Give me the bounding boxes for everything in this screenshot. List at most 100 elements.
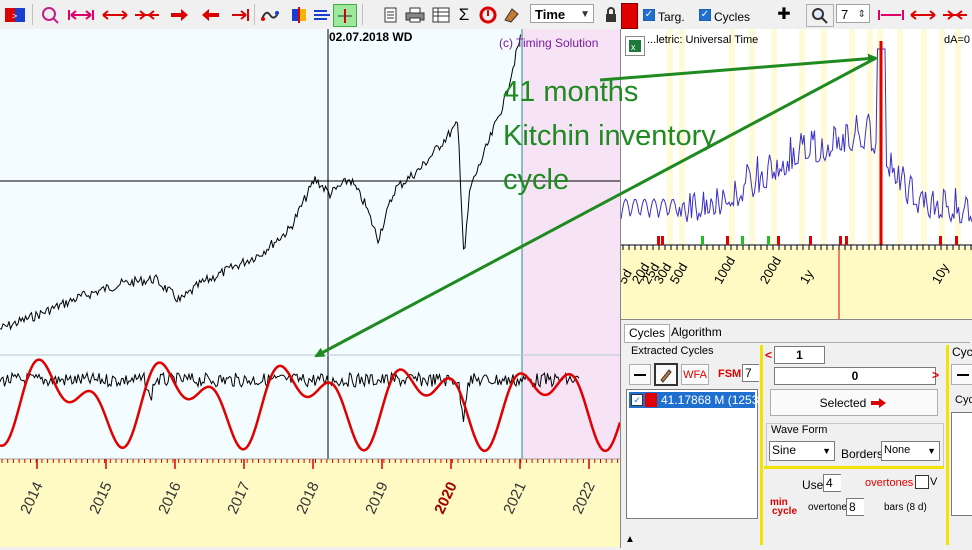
arrow-right-icon bbox=[871, 397, 887, 408]
main-toolbar: > Σ bbox=[0, 0, 972, 30]
targ-label: Targ. bbox=[658, 10, 685, 24]
borders-value: None bbox=[884, 444, 911, 456]
da-label: dA=0 bbox=[944, 34, 970, 46]
eraser-icon[interactable] bbox=[501, 4, 521, 25]
cycles-checkbox[interactable]: ✓ bbox=[699, 9, 711, 21]
waveform-value: Sine bbox=[772, 443, 797, 457]
borders-select[interactable]: None ▼ bbox=[881, 441, 940, 461]
color-swatch-button[interactable] bbox=[621, 3, 638, 29]
stretch-h-icon[interactable] bbox=[876, 4, 906, 25]
stretch-h-icon[interactable] bbox=[66, 4, 96, 25]
zoom-target-icon[interactable] bbox=[38, 4, 62, 25]
spectrum-panel[interactable]: 5d 20d 25d 30d 50d 100d 200d 1y 10y x ...letric:… bbox=[615, 29, 972, 319]
arrow-right-icon[interactable] bbox=[166, 4, 192, 25]
minus-icon bbox=[956, 373, 969, 376]
annotation-line-1: 41 months bbox=[503, 76, 639, 108]
number-value: 7 bbox=[841, 7, 849, 22]
selected-button[interactable]: Selected bbox=[770, 389, 938, 416]
number-select[interactable]: 7 ⇕ bbox=[836, 4, 870, 23]
printer-icon[interactable] bbox=[404, 4, 426, 25]
annotation-line-2: Kitchin inventory bbox=[503, 120, 716, 152]
extracted-cycles-title: Extracted Cycles bbox=[631, 345, 714, 357]
next-cycle-arrow[interactable]: > bbox=[932, 368, 940, 382]
pulse-icon[interactable] bbox=[333, 4, 357, 27]
v-label: V bbox=[930, 476, 938, 488]
document-icon[interactable] bbox=[382, 4, 400, 25]
overtones-label: overtones bbox=[865, 477, 914, 489]
time-mode-value: Time bbox=[535, 7, 566, 22]
wfa-button[interactable]: WFA bbox=[681, 364, 709, 385]
expand-h-icon[interactable] bbox=[100, 4, 130, 25]
brush-icon bbox=[660, 368, 672, 383]
use-label: Use bbox=[802, 478, 824, 492]
magnifier-icon[interactable] bbox=[806, 4, 834, 27]
cycle-item-label: 41.17868 M (1253 bbox=[661, 393, 759, 407]
expand-h-icon[interactable] bbox=[908, 4, 938, 25]
wave-icon[interactable] bbox=[258, 4, 282, 25]
remove-cycle-button[interactable] bbox=[629, 364, 651, 385]
plus-icon[interactable]: ✚ bbox=[777, 6, 791, 23]
sigma-icon[interactable]: Σ bbox=[458, 5, 470, 24]
table-icon[interactable] bbox=[430, 4, 452, 25]
cycles-label: Cycles bbox=[714, 10, 751, 24]
cycle-counter[interactable]: 1 bbox=[774, 346, 825, 364]
waveform-title: Wave Form bbox=[771, 424, 828, 436]
overtone-field[interactable]: 8 bbox=[846, 498, 864, 516]
edit-cycle-button[interactable] bbox=[654, 363, 678, 386]
cycle-color-swatch bbox=[645, 393, 657, 407]
cycles-list[interactable]: ✓ 41.17868 M (1253 bbox=[626, 389, 758, 519]
minus-icon bbox=[634, 373, 646, 376]
grid-icon[interactable]: > bbox=[2, 4, 28, 25]
tab-divider bbox=[624, 342, 970, 343]
fsm-field[interactable]: 7 bbox=[742, 364, 759, 382]
remove-button[interactable] bbox=[951, 364, 972, 385]
panel-divider bbox=[760, 345, 763, 545]
min-cycle-label-line2: cycle bbox=[772, 506, 798, 517]
excel-export-icon[interactable]: x bbox=[625, 36, 645, 56]
right-panel-header: Cycl bbox=[952, 345, 972, 359]
right-panel-list[interactable] bbox=[951, 412, 972, 516]
split-icon[interactable] bbox=[288, 4, 310, 25]
spectrum-series bbox=[620, 48, 972, 224]
v-checkbox[interactable] bbox=[915, 475, 929, 489]
use-overtones-field[interactable]: 4 bbox=[823, 474, 841, 492]
fsm-label: FSM bbox=[718, 368, 742, 380]
price-chart-canvas[interactable]: 2014 2015 2016 2017 2018 2019 2020 2021 2022 bbox=[0, 29, 622, 547]
cycle-checkbox[interactable]: ✓ bbox=[631, 394, 643, 406]
extracted-cycle-curve bbox=[0, 358, 622, 453]
compress-h-icon[interactable] bbox=[132, 4, 162, 25]
chevron-down-icon: ▼ bbox=[580, 9, 590, 20]
svg-text:x: x bbox=[631, 42, 636, 52]
targ-checkbox[interactable]: ✓ bbox=[643, 9, 655, 21]
settings-icon[interactable] bbox=[477, 4, 499, 25]
panel-divider bbox=[946, 345, 949, 545]
tab-cycles[interactable]: Cycles bbox=[624, 324, 671, 342]
chevron-down-icon: ▼ bbox=[822, 446, 831, 456]
right-panel-sub: Cyc bbox=[955, 394, 972, 406]
annotation-line-3: cycle bbox=[503, 164, 570, 196]
toolbar-separator bbox=[32, 4, 33, 25]
lines-icon[interactable] bbox=[312, 4, 332, 25]
panel-divider bbox=[764, 466, 944, 469]
spectrum-marks bbox=[657, 236, 958, 245]
list-item[interactable]: ✓ 41.17868 M (1253 bbox=[629, 392, 759, 408]
min-cycle-label-line1: min bbox=[770, 497, 788, 508]
tab-algorithm[interactable]: Algorithm bbox=[671, 325, 722, 339]
toolbar-separator bbox=[362, 4, 363, 25]
lock-icon[interactable] bbox=[603, 4, 619, 25]
scroll-up-icon[interactable]: ▲ bbox=[625, 534, 635, 545]
waveform-select[interactable]: Sine ▼ bbox=[769, 441, 835, 461]
prev-cycle-arrow[interactable]: < bbox=[765, 348, 773, 362]
borders-label: Borders bbox=[841, 447, 884, 461]
arrow-left-icon[interactable] bbox=[198, 4, 224, 25]
selected-button-label: Selected bbox=[819, 395, 867, 410]
future-zone bbox=[522, 29, 620, 459]
price-series bbox=[0, 34, 521, 331]
arrow-end-icon[interactable] bbox=[228, 4, 252, 25]
time-mode-select[interactable]: Time ▼ bbox=[530, 4, 594, 23]
compress-h-icon[interactable] bbox=[940, 4, 970, 25]
price-chart[interactable]: 2014 2015 2016 2017 2018 2019 2020 2021 2022 02.… bbox=[0, 29, 622, 547]
zero-field[interactable]: 0 bbox=[774, 367, 936, 385]
spectrum-title: ...letric: Universal Time bbox=[647, 34, 759, 46]
